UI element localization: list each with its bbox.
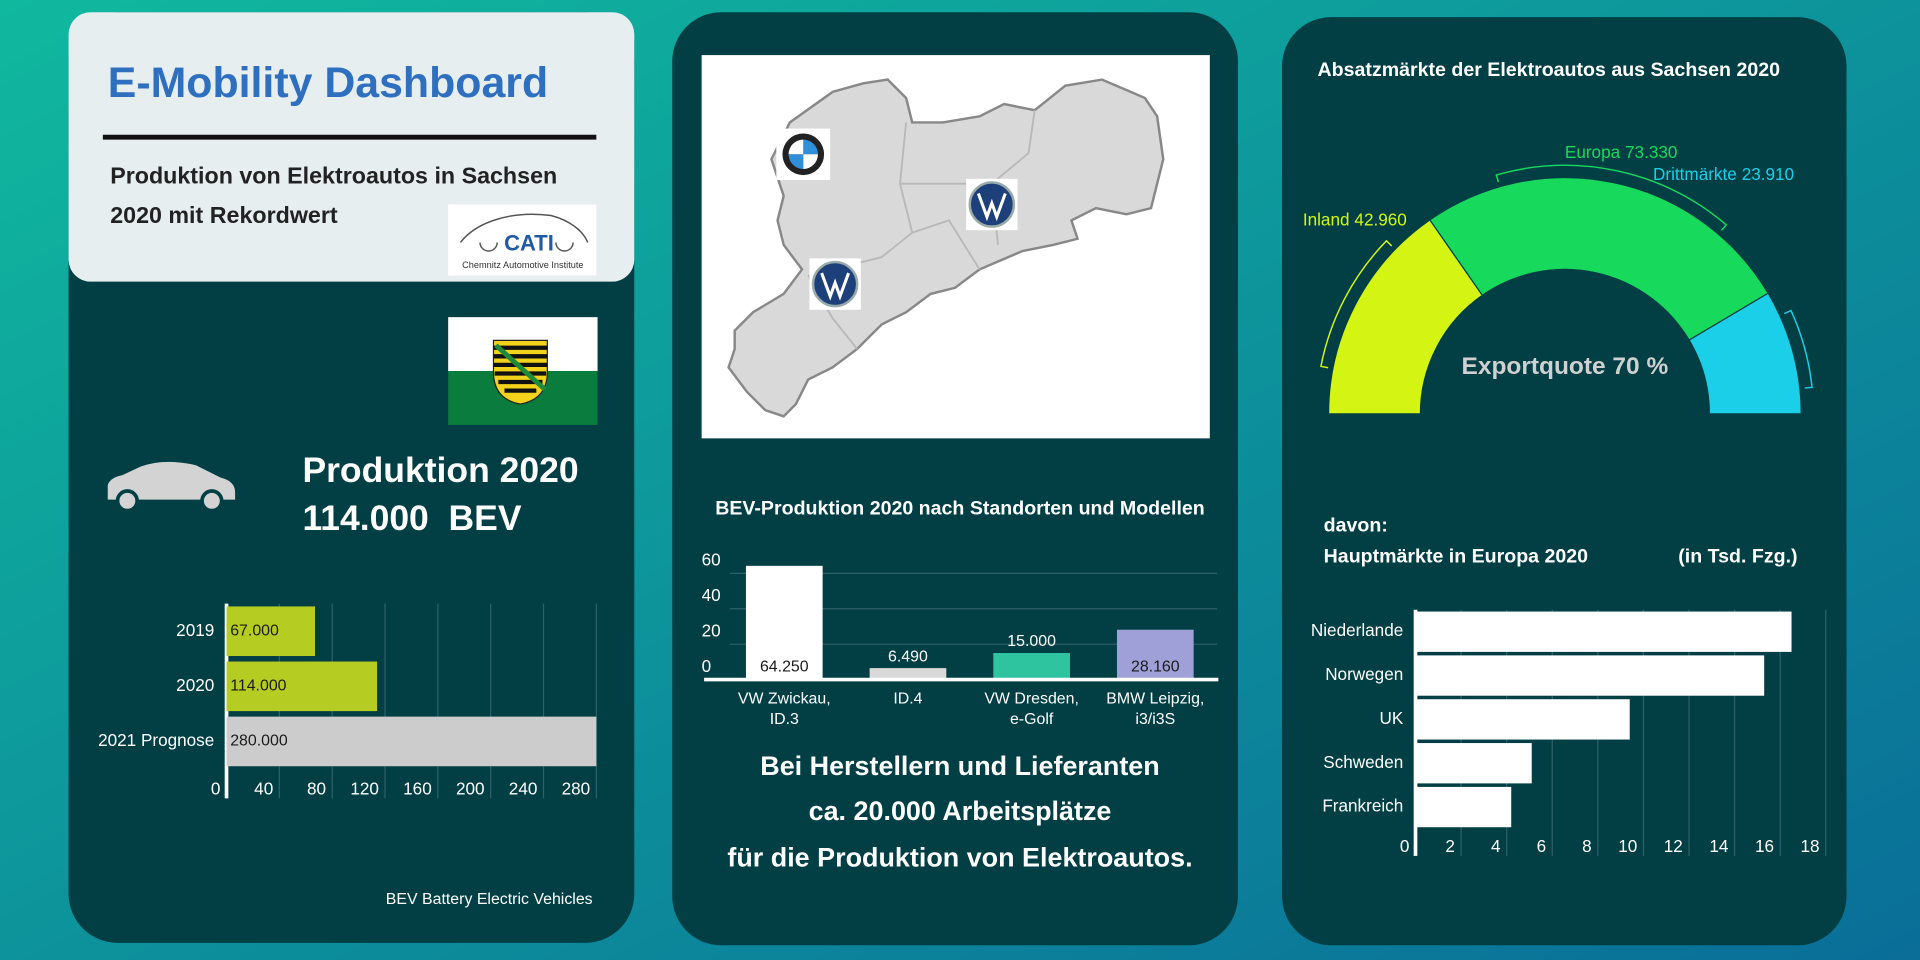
annotation: Exportquote 70 % (1462, 353, 1669, 380)
segment-value: 23.910 (1742, 164, 1794, 184)
bmw-logo (782, 133, 825, 176)
bar (1415, 699, 1630, 740)
x-tick-label: VW Zwickau, (738, 690, 831, 707)
bar (1415, 655, 1765, 696)
bar (1415, 611, 1792, 652)
bar (745, 565, 823, 680)
y-tick-label: 60 (702, 550, 721, 570)
category-label: Frankreich (1322, 796, 1403, 816)
car-wheel (115, 489, 139, 513)
x-tick-label: 80 (307, 778, 326, 798)
x-tick-label: 10 (1618, 836, 1637, 856)
vw-mark (820, 272, 851, 301)
x-tick-label: 0 (1400, 836, 1410, 856)
jobs-text: ca. 20.000 Arbeitsplätze (809, 796, 1112, 826)
x-tick-label: 2 (1445, 836, 1455, 856)
label-bracket (1495, 164, 1728, 231)
bmw-quarters (788, 139, 818, 169)
car-icon (107, 461, 236, 500)
x-tick-label: 12 (1664, 836, 1683, 856)
bar (226, 661, 378, 712)
x-tick-label: BMW Leipzig, (1106, 690, 1204, 707)
footnote: BEV Battery Electric Vehicles (386, 891, 593, 908)
x-tick-label: e-Golf (1010, 711, 1054, 728)
jobs-text: für die Produktion von Elektroautos. (727, 843, 1192, 873)
chart-title: davon: (1324, 515, 1388, 537)
subtitle: 2020 mit Rekordwert (110, 202, 338, 228)
value-label: 6.490 (888, 648, 928, 665)
dashboard-title: E-Mobility Dashboard (108, 59, 548, 107)
x-tick-label: 160 (403, 778, 432, 798)
x-tick-label: ID.4 (893, 690, 922, 707)
segment-value: 73.330 (1625, 142, 1677, 162)
chart-title: BEV-Produktion 2020 nach Standorten und … (715, 498, 1205, 520)
logo-name: CATI (504, 231, 554, 256)
bar (1415, 786, 1512, 828)
chart-title: Absatzmärkte der Elektroautos aus Sachse… (1318, 59, 1781, 81)
category-label: 2019 (176, 620, 214, 640)
logo-caption: Chemnitz Automotive Institute (462, 260, 583, 270)
subtitle: Produktion von Elektroautos in Sachsen (110, 163, 557, 189)
bar (869, 668, 947, 680)
x-tick-label: 200 (456, 778, 485, 798)
logo-car (459, 213, 589, 252)
segment-label: Europa 73.330 (1565, 142, 1678, 162)
category-label: 2020 (176, 675, 214, 695)
kpi-label: Produktion 2020 (302, 450, 578, 490)
y-tick-label: 0 (702, 656, 712, 676)
unit-note: (in Tsd. Fzg.) (1678, 545, 1797, 567)
x-tick-label: 6 (1537, 836, 1547, 856)
bar (993, 653, 1070, 680)
value-label: 28.160 (1131, 659, 1180, 676)
x-tick-label: 16 (1755, 836, 1774, 856)
value-label: 67.000 (230, 622, 279, 639)
jobs-text: Bei Herstellern und Lieferanten (760, 751, 1159, 781)
segment-label: Inland 42.960 (1303, 209, 1407, 229)
segment-name: Drittmärkte (1653, 164, 1737, 184)
value-label: 114.000 (230, 678, 286, 695)
segment-name: Europa (1565, 142, 1621, 162)
x-tick-label: 280 (562, 778, 591, 798)
value-label: 280.000 (230, 733, 288, 750)
x-tick-label: 4 (1491, 836, 1501, 856)
y-tick-label: 20 (702, 620, 721, 640)
bar (1415, 743, 1532, 784)
value-label: 15.000 (1007, 633, 1056, 650)
bar (226, 606, 316, 657)
bar (226, 716, 597, 767)
category-label: UK (1379, 708, 1403, 728)
x-tick-label: 18 (1801, 836, 1820, 856)
x-tick-label: VW Dresden, (984, 690, 1079, 707)
x-tick-label: 240 (509, 778, 538, 798)
segment-value: 42.960 (1354, 209, 1406, 229)
y-tick-label: 40 (702, 585, 721, 605)
label-bracket (1320, 239, 1393, 369)
x-tick-label: ID.3 (770, 711, 799, 728)
x-tick-label: 40 (254, 778, 273, 798)
x-tick-label: 8 (1582, 836, 1592, 856)
label-bracket (1783, 309, 1813, 389)
segment-label: Drittmärkte 23.910 (1653, 164, 1794, 184)
chart-title: Hauptmärkte in Europa 2020 (1324, 545, 1589, 567)
logo-box (448, 204, 597, 276)
kpi-value: 114.000 BEV (302, 498, 521, 538)
pie-segment (1688, 292, 1802, 415)
pie-segment (1429, 177, 1769, 341)
x-tick-label: 0 (211, 778, 221, 798)
car-wheel (200, 489, 224, 513)
segment-name: Inland (1303, 209, 1350, 229)
vw-mark (976, 192, 1007, 222)
value-label: 64.250 (760, 659, 809, 676)
category-label: Niederlande (1311, 620, 1403, 640)
category-label: Schweden (1323, 752, 1403, 772)
x-tick-label: i3/i3S (1135, 711, 1175, 728)
category-label: Norwegen (1325, 664, 1403, 684)
x-tick-label: 120 (350, 778, 379, 798)
coat-crown (494, 343, 547, 392)
bar (1116, 629, 1194, 680)
category-label: 2021 Prognose (98, 730, 214, 750)
x-tick-label: 14 (1709, 836, 1729, 856)
